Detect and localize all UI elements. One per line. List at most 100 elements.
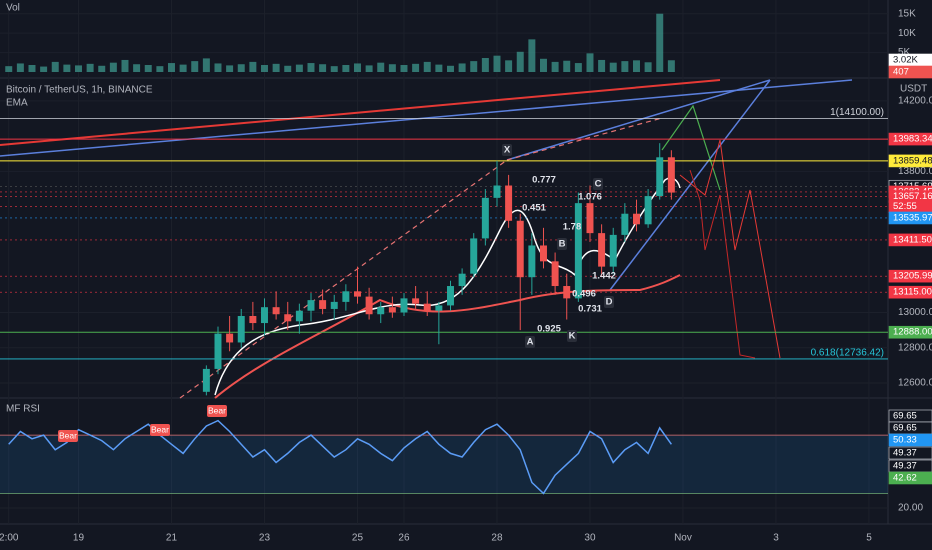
candle-body [226, 333, 234, 343]
volume-bar [319, 64, 327, 72]
volume-bar [156, 66, 164, 72]
rsi-line [8, 419, 673, 495]
pattern-label: 1.78 [563, 222, 582, 233]
candle-body [481, 197, 489, 239]
signal-box [207, 405, 227, 417]
volume-bar [226, 65, 234, 72]
volume-bar [644, 62, 652, 72]
volume-bar [63, 64, 71, 72]
x-tick-label: 30 [584, 533, 596, 544]
candle-body [412, 298, 420, 304]
volume-bar [632, 60, 640, 72]
candle-body [319, 300, 327, 309]
price-tag [888, 285, 932, 299]
price-tag-label: 13115.00 [893, 287, 932, 298]
volume-bar [40, 66, 48, 72]
y-tick-label: 13800.00 [898, 166, 932, 177]
price-tag [888, 446, 932, 460]
volume-bar [563, 60, 571, 72]
pattern-label: A [527, 337, 534, 348]
volume-bar [342, 65, 350, 72]
price-tag-label: 69.65 [893, 423, 917, 434]
volume-bar [493, 55, 501, 72]
price-tag [888, 233, 932, 247]
x-tick-label: 25 [352, 533, 364, 544]
volume-title: Vol [6, 3, 20, 14]
price-tag-label: 49.37 [893, 448, 917, 459]
volume-bar [423, 61, 431, 72]
volume-bar [261, 65, 268, 72]
candle-body [202, 368, 210, 392]
candle-body [470, 238, 478, 274]
price-tag [888, 132, 932, 146]
pattern-label: 0.777 [532, 175, 556, 186]
volume-bar [621, 61, 629, 72]
level-label: 1(14100.00) [830, 107, 884, 118]
volume-bar [470, 61, 478, 72]
candle-body [644, 196, 652, 225]
volume-bar [446, 65, 454, 72]
price-tag-label: 50.33 [893, 435, 917, 446]
pattern-label: K [569, 331, 576, 342]
candle-body [574, 203, 582, 299]
pattern-label: 1.076 [578, 192, 602, 203]
volume-bar [237, 64, 245, 72]
volume-bar [5, 66, 13, 72]
volume-bar [307, 63, 315, 72]
level-label: 0.618(12736.42) [811, 348, 884, 359]
candle-body [342, 291, 350, 302]
price-tag-label: 3.02K [893, 55, 918, 66]
x-tick-label: 19 [73, 533, 85, 544]
x-tick-label: Nov [674, 533, 692, 544]
volume-bar [28, 65, 36, 72]
candle-body [505, 185, 513, 221]
volume-bar [86, 63, 94, 72]
candle-body [586, 203, 594, 234]
price-tag [888, 154, 932, 168]
pattern-point-box [557, 238, 567, 250]
price-tag-label: 13411.50 [893, 234, 932, 245]
volume-bar [98, 65, 106, 72]
y-tick-label: 15K [898, 8, 916, 19]
volume-bar [133, 64, 141, 72]
pattern-label: D [606, 297, 613, 308]
pattern-label: 0.731 [578, 304, 602, 315]
pattern-label: B [559, 239, 566, 250]
candle-body [609, 234, 617, 267]
price-tag [888, 211, 932, 225]
price-title: Bitcoin / TetherUS, 1h, BINANCE [6, 85, 153, 96]
volume-bar [667, 60, 675, 72]
candle-body [330, 301, 338, 309]
trend-line [0, 79, 853, 157]
volume-bar [516, 51, 524, 72]
price-tag-label: 13535.97 [893, 212, 932, 223]
y-tick-label: 12800.00 [898, 342, 932, 353]
candle-body [435, 305, 443, 311]
volume-bar [400, 65, 408, 72]
price-tag [888, 269, 932, 283]
price-tag-label: 12888.00 [893, 327, 932, 338]
candle-body [377, 307, 385, 315]
price-subtitle: EMA [6, 98, 28, 109]
candle-body [249, 316, 257, 324]
y-tick-label: 12600.00 [898, 378, 932, 389]
signal-label: Bear [208, 405, 226, 415]
volume-bar [191, 61, 199, 72]
price-tag-label: 13657.16 [893, 191, 932, 202]
volume-bar [75, 65, 82, 72]
volume-bar [574, 63, 582, 72]
pattern-point-box [567, 330, 577, 342]
volume-bar [481, 58, 489, 72]
price-tag [888, 433, 932, 447]
signal-box [58, 430, 78, 442]
pattern-label: X [504, 145, 511, 156]
volume-bar [412, 63, 420, 72]
volume-bar [609, 62, 617, 72]
candle-body [307, 300, 315, 311]
candle-body [656, 157, 664, 197]
volume-bar [539, 58, 547, 72]
price-tag-label: 69.65 [893, 411, 917, 422]
price-tag-label: 13983.34 [893, 134, 932, 145]
grid [0, 0, 888, 524]
